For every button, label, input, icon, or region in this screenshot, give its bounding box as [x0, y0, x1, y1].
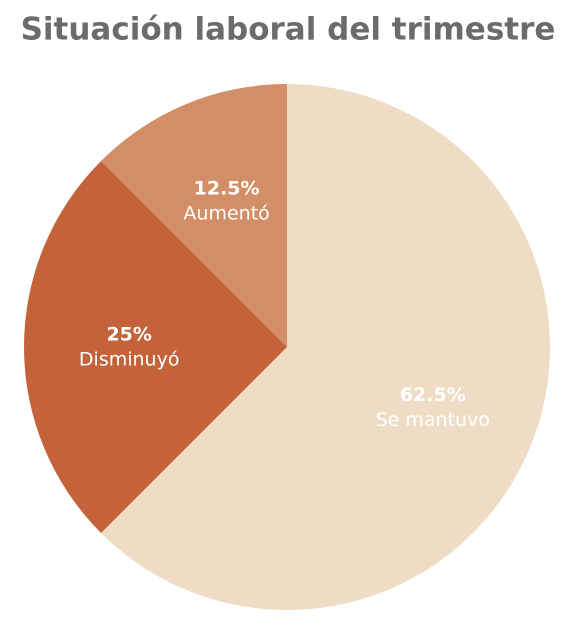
pie-slice	[101, 84, 287, 347]
pie-slice	[24, 161, 288, 533]
slice-value-label: 12.5%	[194, 178, 260, 200]
pie-slice	[101, 84, 551, 610]
chart-title: Situación laboral del trimestre	[21, 12, 556, 48]
slice-value-label: 25%	[106, 324, 151, 346]
slice-category-label: Disminuyó	[79, 349, 180, 371]
slice-category-label: Se mantuvo	[376, 409, 490, 431]
slice-category-label: Aumentó	[183, 203, 269, 225]
slice-value-label: 62.5%	[400, 384, 466, 406]
